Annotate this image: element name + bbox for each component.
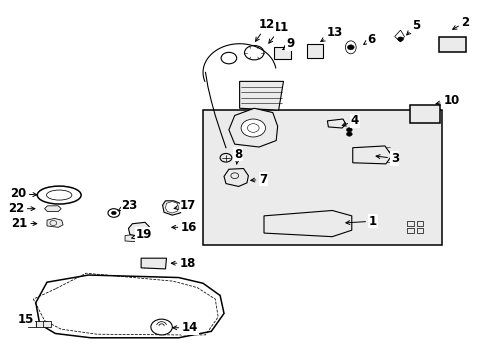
Polygon shape [306, 44, 322, 58]
Circle shape [346, 132, 351, 136]
Text: 6: 6 [363, 32, 375, 46]
Polygon shape [438, 37, 465, 51]
Text: 23: 23 [118, 199, 138, 212]
Text: 13: 13 [320, 26, 342, 41]
Polygon shape [128, 222, 150, 237]
Text: 5: 5 [406, 19, 419, 35]
Text: 16: 16 [171, 221, 197, 234]
Text: 15: 15 [18, 313, 34, 327]
Bar [28, 321, 36, 327]
Polygon shape [125, 234, 138, 242]
Circle shape [151, 319, 172, 335]
Polygon shape [47, 219, 63, 227]
Polygon shape [141, 258, 166, 269]
Text: 11: 11 [268, 21, 288, 43]
Polygon shape [239, 81, 283, 110]
Polygon shape [273, 47, 291, 59]
Polygon shape [352, 146, 391, 164]
Polygon shape [264, 211, 351, 237]
Bar [406, 221, 413, 226]
Circle shape [397, 37, 403, 41]
Text: 20: 20 [10, 187, 37, 200]
Bar [36, 321, 43, 327]
Text: 7: 7 [250, 173, 267, 186]
Text: 12: 12 [255, 18, 275, 41]
Text: 1: 1 [345, 215, 376, 228]
Bar [416, 221, 423, 226]
Bar [203, 110, 441, 244]
Polygon shape [162, 201, 182, 215]
Bar [43, 321, 51, 327]
Text: 19: 19 [131, 228, 152, 241]
Circle shape [346, 128, 351, 132]
Text: 9: 9 [283, 37, 294, 50]
Polygon shape [228, 108, 277, 147]
Text: 3: 3 [375, 152, 398, 165]
Text: 4: 4 [342, 114, 358, 127]
Polygon shape [44, 206, 61, 212]
Polygon shape [409, 105, 439, 123]
Circle shape [346, 45, 353, 50]
Polygon shape [224, 168, 248, 186]
Text: 14: 14 [172, 321, 198, 334]
Circle shape [241, 119, 265, 137]
Text: 2: 2 [452, 16, 468, 29]
Text: 17: 17 [174, 199, 196, 212]
Polygon shape [327, 119, 345, 128]
Text: 18: 18 [171, 257, 196, 270]
Circle shape [111, 211, 116, 215]
Text: 8: 8 [233, 148, 242, 164]
Text: 22: 22 [8, 202, 35, 215]
Polygon shape [165, 202, 178, 213]
Text: 21: 21 [11, 216, 37, 230]
Polygon shape [36, 275, 224, 338]
Bar [416, 228, 423, 233]
Text: 10: 10 [435, 94, 459, 107]
Bar [406, 228, 413, 233]
